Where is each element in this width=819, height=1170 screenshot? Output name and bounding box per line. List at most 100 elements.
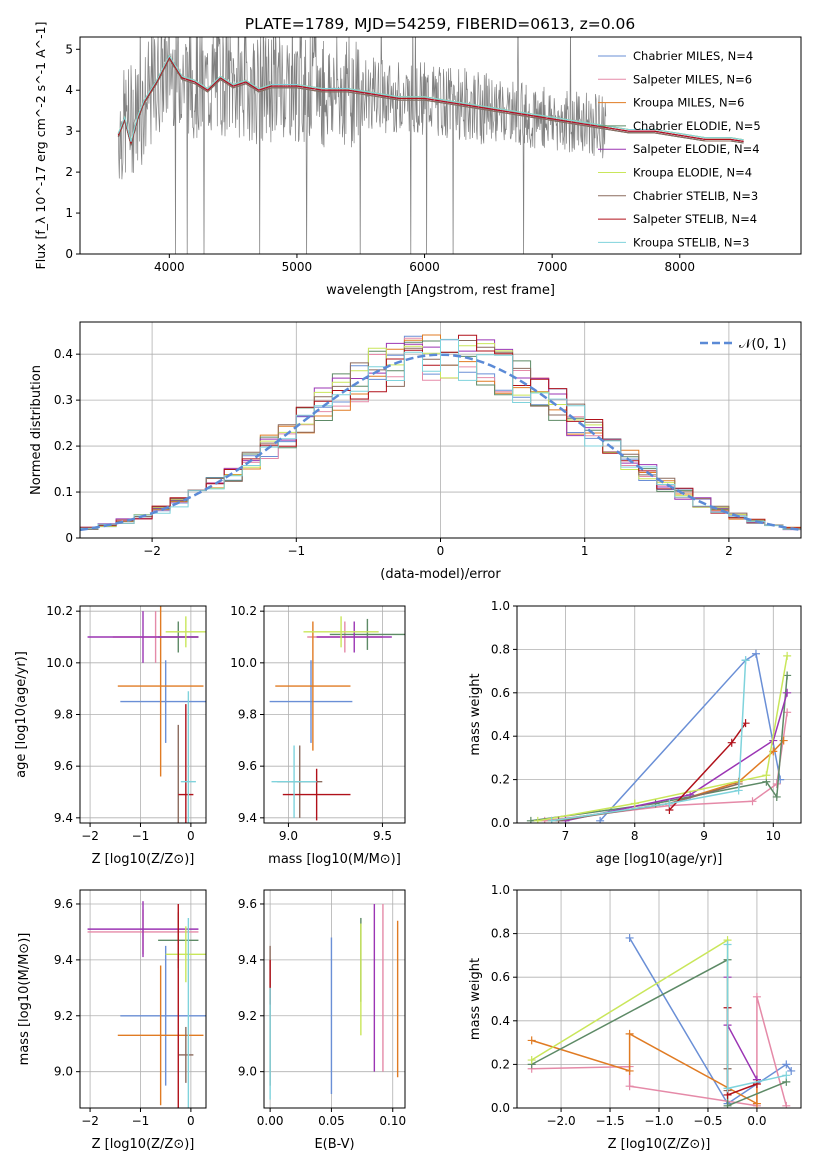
massweight-line-5 bbox=[537, 655, 788, 822]
x-tick-label: −1.0 bbox=[644, 1114, 673, 1128]
massweight-marker-0 bbox=[596, 816, 605, 823]
x-tick-label: −1 bbox=[132, 1114, 150, 1128]
y-tick-label: 2 bbox=[65, 165, 73, 179]
y-tick-label: 10.0 bbox=[230, 656, 257, 670]
x-axis-label: age [log10(age/yr)] bbox=[596, 852, 723, 867]
y-tick-label: 0 bbox=[65, 531, 73, 545]
x-axis-label: E(B-V) bbox=[314, 1137, 354, 1152]
age-vs-mass-panel: 9.0 9.5 9.4 9.6 9.8 10.0 10.2 mass [log10(M/M⊙)… bbox=[230, 604, 406, 867]
massweight-line-4 bbox=[565, 692, 788, 822]
x-tick-label: 6000 bbox=[409, 260, 440, 274]
model-line-6 bbox=[117, 57, 744, 146]
plot-area bbox=[269, 903, 399, 1100]
x-tick-label: −2 bbox=[81, 1114, 99, 1128]
y-tick-label: 9.2 bbox=[238, 1009, 257, 1023]
y-axis-label: mass [log10(M/M⊙)] bbox=[17, 933, 32, 1066]
x-tick-label: −2 bbox=[143, 544, 161, 558]
massweight-marker-0 bbox=[782, 1060, 791, 1069]
massweight-marker-2 bbox=[527, 1036, 536, 1045]
y-tick-label: 5 bbox=[65, 42, 73, 56]
axes-frame bbox=[79, 36, 802, 255]
y-tick-label: 9.6 bbox=[54, 759, 73, 773]
plot-area bbox=[269, 616, 405, 821]
y-tick-label: 9.6 bbox=[54, 897, 73, 911]
x-axis-label: Z [log10(Z/Z⊙)] bbox=[92, 1137, 195, 1152]
y-tick-label: 9.4 bbox=[238, 953, 257, 967]
legend-entry-8: Kroupa STELIB, N=3 bbox=[633, 235, 750, 249]
x-tick-label: 0 bbox=[187, 829, 195, 843]
plot-area bbox=[527, 933, 796, 1108]
normal-curve bbox=[80, 353, 801, 532]
x-tick-label: 1 bbox=[581, 544, 589, 558]
x-tick-label: 0.0 bbox=[747, 1114, 766, 1128]
massweight-marker-5 bbox=[630, 799, 639, 808]
x-axis-label: wavelength [Angstrom, rest frame] bbox=[326, 283, 555, 298]
massweight-vs-z-panel: −2.0 −1.5 −1.0 −0.5 0.0 0.0 0.2 0.4 0.6 0.8 1.0 Z [… bbox=[468, 883, 802, 1152]
massweight-marker-1 bbox=[782, 1101, 791, 1108]
y-tick-label: 0.8 bbox=[491, 927, 510, 941]
x-tick-label: 0.05 bbox=[318, 1114, 345, 1128]
axes-frame bbox=[516, 605, 802, 824]
y-tick-label: 9.8 bbox=[54, 708, 73, 722]
y-tick-label: 10.2 bbox=[46, 604, 73, 618]
y-tick-label: 9.4 bbox=[54, 953, 73, 967]
axes-frame bbox=[79, 889, 207, 1109]
massweight-vs-age-panel: 7 8 9 10 0.0 0.2 0.4 0.6 0.8 1.0 age [log10(age/yr… bbox=[468, 599, 802, 867]
x-tick-label: 0.10 bbox=[379, 1114, 406, 1128]
massweight-marker-7 bbox=[727, 738, 736, 747]
x-axis-label: (data-model)/error bbox=[380, 567, 501, 582]
massweight-marker-1 bbox=[772, 779, 781, 788]
y-tick-label: 9.4 bbox=[238, 811, 257, 825]
plot-area bbox=[87, 901, 206, 1108]
x-tick-label: 2 bbox=[725, 544, 733, 558]
y-tick-label: 0.2 bbox=[491, 1057, 510, 1071]
y-tick-label: 0.1 bbox=[54, 485, 73, 499]
y-tick-label: 1 bbox=[65, 206, 73, 220]
y-axis-label: Flux [f_λ 10^-17 erg cm^-2 s^-1 A^-1] bbox=[33, 22, 48, 270]
y-tick-label: 9.2 bbox=[54, 1009, 73, 1023]
massweight-marker-5 bbox=[533, 816, 542, 823]
legend-entry-0: Chabrier MILES, N=4 bbox=[633, 49, 753, 63]
y-tick-label: 1.0 bbox=[491, 599, 510, 613]
x-tick-label: 0.00 bbox=[257, 1114, 284, 1128]
x-tick-label: −1 bbox=[287, 544, 305, 558]
x-tick-label: −2.0 bbox=[546, 1114, 575, 1128]
x-tick-label: 5000 bbox=[282, 260, 313, 274]
y-tick-label: 0.4 bbox=[491, 1014, 510, 1028]
y-tick-label: 9.4 bbox=[54, 811, 73, 825]
y-tick-label: 0.2 bbox=[491, 773, 510, 787]
y-tick-label: 0.6 bbox=[491, 686, 510, 700]
massweight-line-8 bbox=[551, 660, 747, 822]
massweight-marker-1 bbox=[625, 1082, 634, 1091]
model-line-8 bbox=[117, 54, 744, 142]
x-tick-label: 9.5 bbox=[373, 829, 392, 843]
legend-entry-7: Salpeter STELIB, N=4 bbox=[633, 212, 757, 226]
y-tick-label: 0.0 bbox=[491, 1101, 510, 1115]
y-tick-label: 0.2 bbox=[54, 439, 73, 453]
y-tick-label: 0.4 bbox=[54, 347, 73, 361]
plot-area bbox=[117, 37, 744, 254]
x-tick-label: 7 bbox=[562, 829, 570, 843]
y-tick-label: 9.6 bbox=[238, 897, 257, 911]
massweight-marker-3 bbox=[723, 1101, 732, 1108]
y-axis-label: Normed distribution bbox=[29, 365, 44, 495]
legend-entry-5: Kroupa ELODIE, N=4 bbox=[633, 166, 752, 180]
legend-entry-6: Chabrier STELIB, N=3 bbox=[633, 189, 758, 203]
massweight-marker-8 bbox=[782, 1071, 791, 1080]
y-tick-label: 9.0 bbox=[54, 1065, 73, 1079]
x-axis-label: Z [log10(Z/Z⊙)] bbox=[92, 852, 195, 867]
y-tick-label: 9.8 bbox=[238, 708, 257, 722]
massweight-marker-4 bbox=[783, 688, 792, 697]
y-tick-label: 10.0 bbox=[46, 656, 73, 670]
massweight-marker-2 bbox=[625, 1029, 634, 1038]
plot-area bbox=[526, 649, 792, 823]
residuals-panel: −2 −1 0 1 2 0 0.1 0.2 0.3 0.4 (data-model)/error No… bbox=[29, 321, 802, 582]
x-tick-label: 0 bbox=[187, 1114, 195, 1128]
x-tick-label: 10 bbox=[766, 829, 781, 843]
age-vs-z-panel: −2 −1 0 9.4 9.6 9.8 10.0 10.2 Z [log10(Z/Z⊙)] age… bbox=[14, 604, 207, 867]
y-tick-label: 0.6 bbox=[491, 970, 510, 984]
massweight-marker-0 bbox=[625, 933, 634, 942]
massweight-marker-3 bbox=[526, 816, 535, 823]
x-tick-label: −2 bbox=[81, 829, 99, 843]
